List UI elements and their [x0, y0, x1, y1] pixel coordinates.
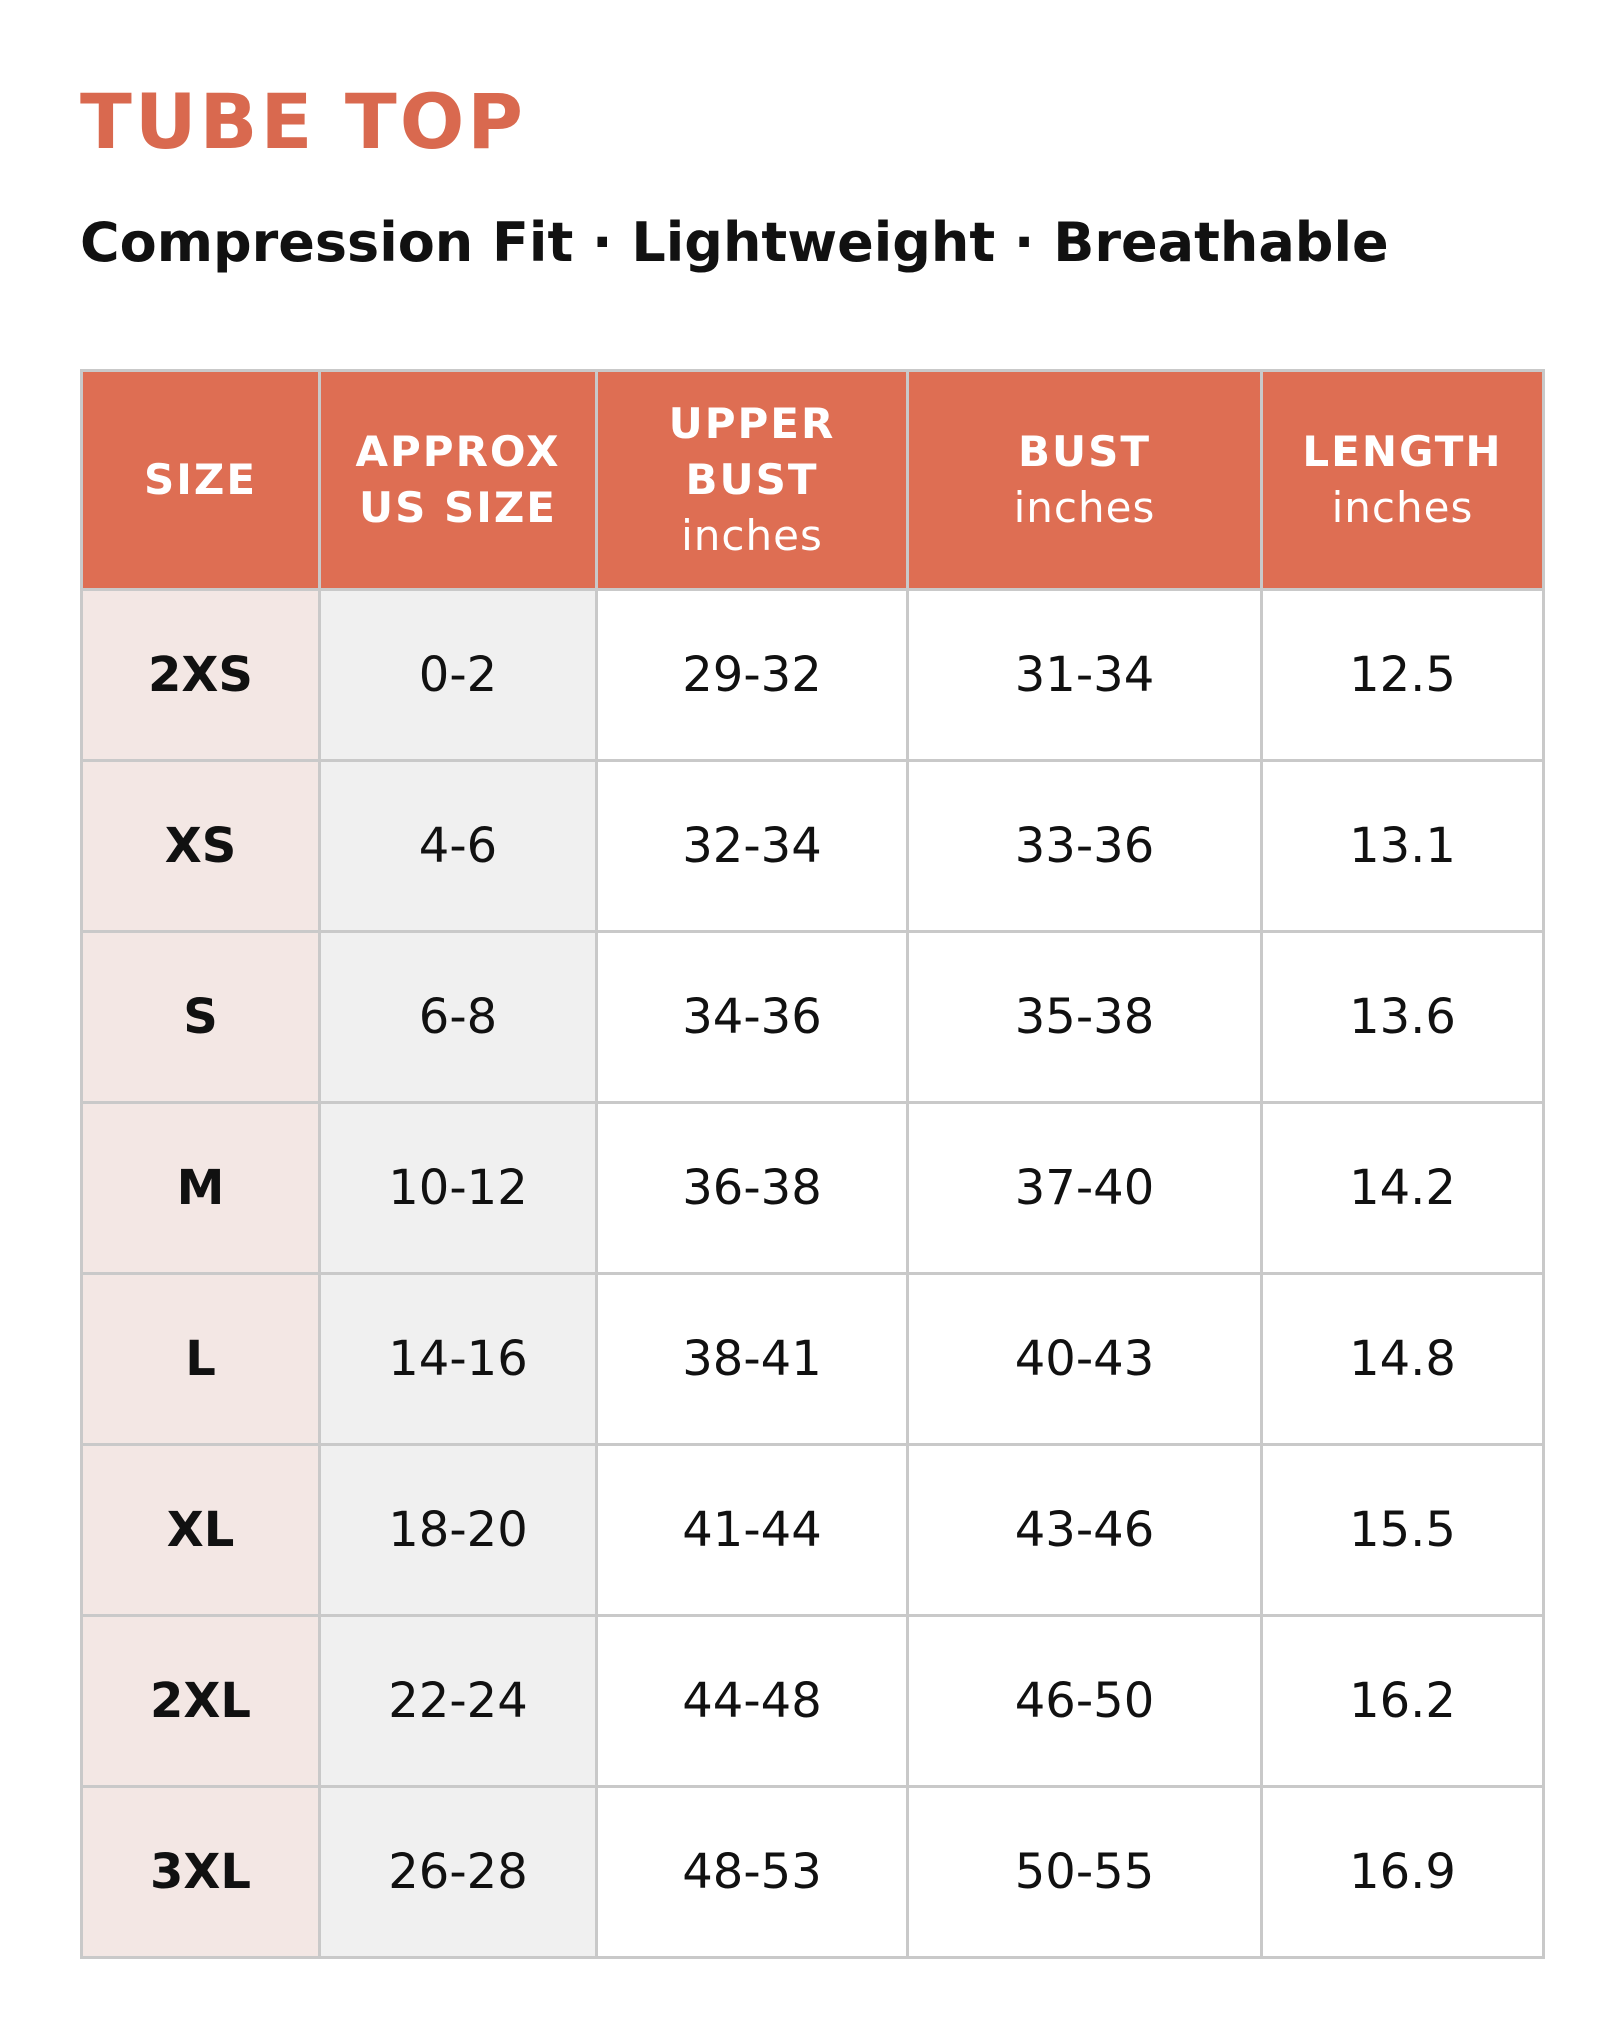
table-cell: 37-40 — [906, 1101, 1263, 1275]
header-label: BUST — [685, 455, 819, 504]
table-row: XL 18-20 41-44 43-46 15.5 — [80, 1443, 1545, 1617]
table-cell: 2XS — [80, 588, 321, 762]
header-label: LENGTH — [1302, 427, 1503, 476]
table-row: 3XL 26-28 48-53 50-55 16.9 — [80, 1785, 1545, 1959]
table-row: 2XS 0-2 29-32 31-34 12.5 — [80, 588, 1545, 762]
table-cell: XL — [80, 1443, 321, 1617]
table-cell: 3XL — [80, 1785, 321, 1959]
table-cell: XS — [80, 759, 321, 933]
table-cell: 14-16 — [318, 1272, 598, 1446]
header-label: US SIZE — [359, 483, 557, 532]
header-label: BUST — [1017, 427, 1151, 476]
table-cell: 12.5 — [1260, 588, 1545, 762]
table-cell: 41-44 — [595, 1443, 909, 1617]
header-row: SIZE APPROX US SIZE UPPER BUST inches BUST inch… — [80, 369, 1545, 591]
table-cell: M — [80, 1101, 321, 1275]
table-cell: 18-20 — [318, 1443, 598, 1617]
table-cell: 40-43 — [906, 1272, 1263, 1446]
table-cell: 16.2 — [1260, 1614, 1545, 1788]
table-cell: 14.2 — [1260, 1101, 1545, 1275]
table-cell: 46-50 — [906, 1614, 1263, 1788]
table-cell: 34-36 — [595, 930, 909, 1104]
table-cell: 2XL — [80, 1614, 321, 1788]
table-body: 2XS 0-2 29-32 31-34 12.5 XS 4-6 32-34 33-36 13.1 S… — [80, 588, 1545, 1959]
table-cell: S — [80, 930, 321, 1104]
table-cell: 44-48 — [595, 1614, 909, 1788]
title: TUBE TOP — [80, 77, 527, 166]
table-cell: 32-34 — [595, 759, 909, 933]
column-header: LENGTH inches — [1260, 369, 1545, 591]
table-cell: 43-46 — [906, 1443, 1263, 1617]
column-header: SIZE — [80, 369, 321, 591]
subtitle: Compression Fit · Lightweight · Breathab… — [80, 211, 1389, 274]
table-row: M 10-12 36-38 37-40 14.2 — [80, 1101, 1545, 1275]
table-row: 2XL 22-24 44-48 46-50 16.2 — [80, 1614, 1545, 1788]
table-cell: 26-28 — [318, 1785, 598, 1959]
header-label: SIZE — [143, 455, 258, 504]
table-row: XS 4-6 32-34 33-36 13.1 — [80, 759, 1545, 933]
column-header: UPPER BUST inches — [595, 369, 909, 591]
table-cell: 13.1 — [1260, 759, 1545, 933]
table-cell: 14.8 — [1260, 1272, 1545, 1446]
table-cell: 10-12 — [318, 1101, 598, 1275]
column-header: BUST inches — [906, 369, 1263, 591]
column-header: APPROX US SIZE — [318, 369, 598, 591]
header-label: UPPER — [668, 399, 836, 448]
table-cell: 29-32 — [595, 588, 909, 762]
table-cell: 15.5 — [1260, 1443, 1545, 1617]
table-cell: 0-2 — [318, 588, 598, 762]
table-cell: 50-55 — [906, 1785, 1263, 1959]
header-unit: inches — [1013, 483, 1156, 532]
table-cell: L — [80, 1272, 321, 1446]
table-cell: 36-38 — [595, 1101, 909, 1275]
table-cell: 13.6 — [1260, 930, 1545, 1104]
size-table: SIZE APPROX US SIZE UPPER BUST inches BUST inch… — [80, 369, 1545, 1959]
table-row: L 14-16 38-41 40-43 14.8 — [80, 1272, 1545, 1446]
table-cell: 33-36 — [906, 759, 1263, 933]
table-cell: 22-24 — [318, 1614, 598, 1788]
table-cell: 16.9 — [1260, 1785, 1545, 1959]
table-cell: 31-34 — [906, 588, 1263, 762]
table-cell: 35-38 — [906, 930, 1263, 1104]
table-cell: 38-41 — [595, 1272, 909, 1446]
table-cell: 4-6 — [318, 759, 598, 933]
table-cell: 6-8 — [318, 930, 598, 1104]
header-label: APPROX — [355, 427, 561, 476]
table-cell: 48-53 — [595, 1785, 909, 1959]
table-row: S 6-8 34-36 35-38 13.6 — [80, 930, 1545, 1104]
header-unit: inches — [1331, 483, 1474, 532]
header-unit: inches — [681, 511, 823, 560]
